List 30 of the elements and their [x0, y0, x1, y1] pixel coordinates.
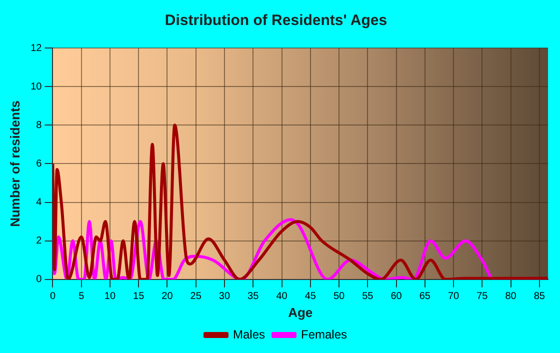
y-tick-label: 10 — [30, 81, 42, 92]
chart-title: Distribution of Residents' Ages — [164, 12, 388, 30]
x-tick-label: 75 — [476, 291, 488, 302]
x-tick-label: 40 — [276, 291, 288, 302]
legend-label: Males — [232, 327, 266, 342]
x-tick-label: 35 — [248, 291, 260, 302]
x-tick-label: 70 — [448, 291, 460, 302]
x-tick-label: 80 — [505, 291, 517, 302]
x-tick-label: 45 — [304, 291, 316, 302]
y-tick-label: 12 — [30, 42, 42, 54]
x-tick-label: 85 — [534, 291, 546, 302]
y-tick-label: 6 — [36, 158, 42, 170]
y-tick-label: 8 — [36, 120, 42, 131]
x-tick-label: 20 — [162, 291, 174, 302]
y-axis-title: Number of residents — [7, 100, 22, 227]
x-tick-label: 60 — [390, 291, 402, 302]
x-tick-label: 65 — [419, 291, 431, 302]
x-axis-title: Age — [288, 304, 313, 320]
y-tick-label: 4 — [36, 197, 42, 208]
x-tick-label: 25 — [190, 291, 202, 302]
y-tick-label: 2 — [36, 236, 42, 247]
x-tick-label: 30 — [218, 291, 230, 302]
x-tick-label: 15 — [133, 291, 145, 302]
x-tick-label: 5 — [78, 291, 85, 302]
x-tick-label: 10 — [104, 291, 116, 302]
legend-label: Females — [301, 327, 348, 342]
x-tick-label: 0 — [50, 291, 56, 302]
x-tick-label: 50 — [333, 291, 346, 302]
y-tick-label: 0 — [36, 274, 42, 286]
x-tick-label: 55 — [362, 291, 374, 302]
